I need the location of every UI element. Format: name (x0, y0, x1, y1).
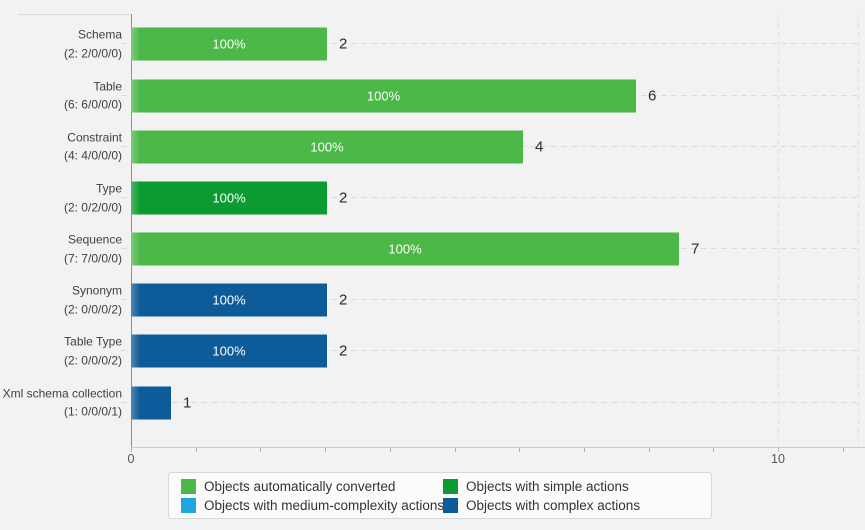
legend-label: Objects with simple actions (466, 478, 629, 494)
bar-value-label: 2 (339, 291, 348, 309)
category-sub: (6: 6/0/0/0) (63, 97, 122, 112)
bar: 100% (131, 79, 636, 113)
legend-swatch (181, 497, 196, 513)
x-axis-minor-tick (131, 448, 132, 452)
legend-item-auto-converted: Objects automatically converted (181, 478, 443, 494)
bar: 100% (131, 27, 327, 61)
x-axis-minor-tick (325, 448, 327, 452)
category-label: Type (2: 0/2/0/0) (0, 179, 122, 216)
category-sub: (2: 0/0/0/2) (63, 302, 122, 317)
category-sub: (2: 0/0/0/2) (63, 353, 122, 368)
legend-label: Objects automatically converted (204, 478, 396, 494)
x-axis-minor-tick (260, 448, 262, 452)
bar-percent-label: 100% (212, 343, 246, 359)
y-axis-line (131, 14, 132, 448)
row-dashed-line (121, 299, 858, 301)
legend-label: Objects with complex actions (466, 497, 641, 513)
x-axis-minor-tick (519, 448, 521, 452)
x-axis-minor-tick (389, 448, 391, 452)
x-axis-minor-tick (195, 448, 197, 452)
category-sub: (2: 2/0/0/0) (63, 46, 122, 61)
category-name: Table Type (64, 334, 122, 349)
bar-value-label: 2 (339, 189, 348, 207)
bar-value-label: 7 (691, 240, 700, 258)
bar-row-type: Type (2: 0/2/0/0) 100% 2 (0, 172, 865, 223)
bar-percent-label: 100% (212, 292, 246, 308)
bar-row-schema: Schema (2: 2/0/0/0) 100% 2 (0, 19, 865, 70)
row-dashed-line (121, 196, 858, 198)
bar-value-label: 2 (339, 35, 348, 53)
bar-row-table: Table (6: 6/0/0/0) 100% 6 (0, 70, 865, 121)
bar: 100% (131, 283, 327, 317)
category-sub: (1: 0/0/0/1) (63, 404, 122, 419)
x-axis-minor-tick (842, 448, 844, 452)
category-label: Table (6: 6/0/0/0) (0, 77, 122, 114)
x-tick-label-10: 10 (771, 452, 785, 466)
x-axis-minor-tick (454, 448, 456, 452)
bar-percent-label: 100% (310, 139, 344, 155)
category-name: Synonym (71, 283, 122, 298)
bar: 100% (131, 130, 523, 164)
category-label: Xml schema collection (1: 0/0/0/1) (0, 384, 122, 421)
category-label: Table Type (2: 0/0/0/2) (0, 333, 122, 370)
gridline-right-edge (858, 14, 859, 447)
category-name: Schema (77, 27, 122, 42)
bar-row-xml-schema-collection: Xml schema collection (1: 0/0/0/1) 1 (0, 377, 865, 428)
bar-row-sequence: Sequence (7: 7/0/0/0) 100% 7 (0, 224, 865, 275)
category-sub: (7: 7/0/0/0) (63, 251, 122, 266)
legend-item-complex-actions: Objects with complex actions (443, 497, 711, 513)
bar-value-label: 1 (183, 394, 192, 411)
category-label: Sequence (7: 7/0/0/0) (0, 230, 122, 267)
bar-value-label: 6 (648, 87, 657, 105)
legend-item-simple-actions: Objects with simple actions (443, 478, 711, 494)
bar-percent-label: 100% (366, 88, 401, 104)
bar: 100% (131, 181, 327, 215)
x-axis-minor-tick (583, 448, 585, 452)
bar-row-constraint: Constraint (4: 4/0/0/0) 100% 4 (0, 121, 865, 172)
category-name: Type (95, 181, 122, 196)
x-axis-minor-tick (648, 448, 650, 452)
legend-swatch (443, 497, 458, 513)
x-tick-label-0: 0 (127, 452, 135, 466)
bar-percent-label: 100% (212, 190, 246, 206)
row-dashed-line (121, 43, 858, 45)
bar-percent-label: 100% (388, 241, 422, 257)
row-dashed-line (121, 401, 858, 403)
category-name: Xml schema collection (2, 385, 122, 400)
legend-item-medium-complexity-actions: Objects with medium-complexity actions (181, 497, 445, 513)
legend-label: Objects with medium-complexity actions (204, 497, 445, 513)
legend-swatch (443, 478, 458, 494)
x-axis-minor-tick (713, 448, 715, 452)
bar-row-table-type: Table Type (2: 0/0/0/2) 100% 2 (0, 326, 865, 377)
bar: 100% (131, 232, 679, 266)
category-label: Schema (2: 2/0/0/0) (0, 26, 122, 63)
row-dashed-line (121, 350, 858, 352)
bar-value-label: 2 (339, 342, 348, 360)
bar-row-synonym: Synonym (2: 0/0/0/2) 100% 2 (0, 275, 865, 326)
category-name: Table (93, 79, 122, 94)
bar-percent-label: 100% (212, 36, 246, 52)
bar-value-label: 4 (535, 138, 544, 156)
plot-top-border (18, 14, 132, 15)
x-axis-line (131, 447, 865, 448)
category-sub: (2: 0/2/0/0) (63, 199, 122, 214)
bar (131, 386, 171, 419)
category-sub: (4: 4/0/0/0) (63, 148, 122, 163)
legend-swatch (181, 478, 196, 494)
category-label: Synonym (2: 0/0/0/2) (0, 282, 122, 319)
category-label: Constraint (4: 4/0/0/0) (0, 128, 122, 165)
gridline-10 (778, 14, 779, 447)
bar: 100% (131, 334, 327, 368)
category-name: Constraint (67, 130, 122, 145)
x-axis-minor-tick (778, 448, 779, 452)
category-name: Sequence (67, 232, 122, 247)
legend: Objects automatically converted Objects … (168, 472, 712, 519)
